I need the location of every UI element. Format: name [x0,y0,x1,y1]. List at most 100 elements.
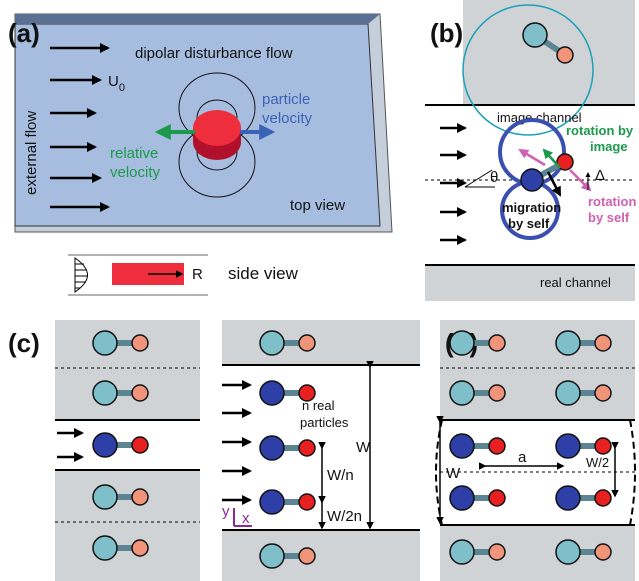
profile-lines [75,263,88,289]
flow-arrows [50,43,110,212]
line: rotation by [566,123,634,138]
plate-top [15,14,380,24]
rot-arrow [518,148,546,167]
u: U [108,73,119,90]
particle [298,384,316,402]
particle [131,488,149,506]
particle [594,489,612,507]
image-particle-small [556,46,574,64]
particle [488,384,506,402]
migration-arrow [546,171,562,197]
line: rotation [588,194,636,209]
label: migration by self [502,200,561,231]
real-particle [520,168,544,192]
particle [488,334,506,352]
image-loop [462,4,594,136]
line: by self [508,216,550,231]
particle [449,433,475,459]
particle [555,539,581,565]
particle [298,439,316,457]
label: external flow [23,111,40,195]
particle [92,330,118,356]
panel-a: (a) dipolar disturbance flow external fl… [8,13,393,296]
particle [131,436,149,454]
rot-arrow [569,169,592,192]
particle [555,380,581,406]
label: particle velocity [262,91,313,127]
particle [594,334,612,352]
image-area [463,0,635,105]
dimensions [318,361,374,530]
label: y [222,503,230,520]
particle [298,334,316,352]
line: relative [110,145,158,162]
label: W [356,439,371,456]
real-particle-small [556,153,574,171]
particle [488,543,506,561]
flow-arrows [440,123,467,245]
label: real channel [540,275,611,290]
particle [131,334,149,352]
axes-icon [233,508,252,527]
label: side view [228,264,299,283]
particle [193,110,241,146]
u-sub: 0 [119,82,125,94]
particle [259,435,285,461]
particle [488,489,506,507]
dimensions [436,416,619,525]
label: top view [290,197,345,214]
panel-d: (d) a W/2 W [435,320,636,581]
particle [488,437,506,455]
label: U0 [108,73,125,94]
shape [222,530,420,581]
particle [131,539,149,557]
flow-arrows [57,380,252,505]
particle [259,330,285,356]
particle [555,433,581,459]
wall-area [425,265,635,301]
particle [449,380,475,406]
label: relative velocity [110,145,161,181]
label: W/n [327,467,354,484]
line: particle [262,91,310,108]
particle [131,384,149,402]
particle [449,539,475,565]
particles [92,330,316,569]
particle [594,437,612,455]
label: R [192,266,203,283]
particle [259,380,285,406]
line: migration [502,200,561,215]
particle [594,384,612,402]
label: θ [490,169,498,186]
particle [92,432,118,458]
particle [298,547,316,565]
particle [92,380,118,406]
panel-label: (a) [8,18,40,48]
profile [74,257,88,293]
label: W/2n [327,508,362,525]
particle [298,493,316,511]
particle [259,489,285,515]
label: dipolar disturbance flow [135,45,293,62]
particle [449,330,475,356]
angle [464,169,495,188]
rot-arrow [542,148,561,169]
panel-label: (c) [8,328,40,358]
particle [259,543,285,569]
label: x [242,510,250,527]
label: a [518,449,527,466]
label: rotation by self [588,194,636,225]
particle [449,485,475,511]
label: Δ [595,167,605,184]
particles [449,330,612,565]
particle [555,330,581,356]
line: particles [300,415,349,430]
shape [222,320,420,365]
particle [555,485,581,511]
line: velocity [110,164,161,181]
panel-c: (c) n real particles W W/n W/2n y x [8,320,420,581]
line: n real [302,398,335,413]
panel-label: (b) [430,18,463,48]
label: W/2 [586,455,609,470]
